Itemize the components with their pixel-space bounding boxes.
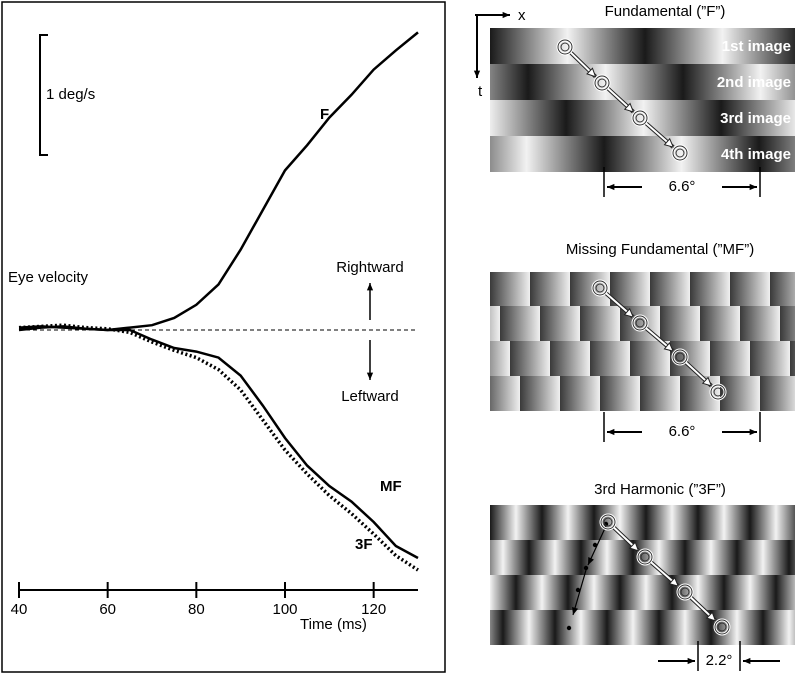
grating-row (490, 610, 795, 645)
grating-row (490, 272, 795, 307)
position-marker (635, 318, 645, 328)
panel-title: Fundamental (”F”) (605, 3, 726, 20)
chart-frame (1, 1, 446, 673)
alias-dot (566, 625, 572, 631)
x-tick-label: 80 (188, 601, 205, 618)
x-tick-label: 60 (99, 601, 116, 618)
position-marker (592, 280, 608, 296)
row-label: 3rd image (720, 110, 791, 127)
series-line (18, 325, 419, 560)
grating-row (490, 28, 795, 64)
position-marker (710, 384, 726, 400)
position-marker (640, 552, 650, 562)
motion-arrow-head (705, 611, 717, 622)
series-label: F (320, 106, 329, 123)
axis-arrow-head (502, 11, 510, 19)
position-marker (675, 148, 685, 158)
span-arrow-head (607, 183, 615, 191)
alias-dot (575, 587, 581, 593)
x-tick-label: 120 (361, 601, 386, 618)
row-label: 1st image (722, 38, 791, 55)
axis-arrow-head (473, 70, 481, 78)
row-label: 4th image (721, 146, 791, 163)
direction-arrow-head (366, 372, 374, 380)
position-marker (632, 315, 648, 331)
grating-row (490, 100, 795, 136)
grating-row (490, 575, 795, 610)
axis-x-label: x (518, 7, 526, 24)
grating-row (490, 306, 795, 341)
span-label: 6.6° (669, 178, 696, 195)
position-marker (675, 352, 685, 362)
motion-arrow-head (623, 102, 635, 113)
position-marker (603, 517, 613, 527)
alias-arrow (572, 569, 587, 616)
position-marker (560, 42, 570, 52)
row-label: 2nd image (717, 74, 791, 91)
motion-arrow-head (628, 541, 640, 552)
position-marker (557, 39, 573, 55)
position-marker (672, 349, 688, 365)
alias-arrow-head (588, 557, 594, 565)
span-label: 2.2° (706, 652, 733, 669)
position-marker (597, 78, 607, 88)
position-marker (600, 514, 616, 530)
motion-arrow-head (668, 576, 680, 587)
position-marker (714, 619, 730, 635)
position-marker (595, 283, 605, 293)
span-arrow-head (743, 657, 751, 665)
span-arrow-head (749, 428, 757, 436)
axis-t-label: t (478, 83, 483, 100)
x-tick-label: 100 (272, 601, 297, 618)
scale-bar (39, 34, 48, 156)
panel-title: Missing Fundamental (”MF”) (566, 241, 754, 258)
y-label: Eye velocity (8, 269, 89, 286)
motion-arrow-head (663, 137, 675, 148)
series-label: MF (380, 478, 402, 495)
motion-arrow-head (701, 376, 713, 387)
x-tick-label: 40 (11, 601, 28, 618)
motion-arrow-head (586, 67, 597, 78)
position-marker (717, 622, 727, 632)
grating-row (490, 540, 795, 575)
position-marker (680, 587, 690, 597)
x-label: Time (ms) (300, 616, 367, 633)
position-marker (677, 584, 693, 600)
scale-bar-label: 1 deg/s (46, 86, 95, 103)
series-label: 3F (355, 536, 373, 553)
series-line (18, 323, 419, 572)
span-label: 6.6° (669, 423, 696, 440)
panel-title: 3rd Harmonic (”3F”) (594, 481, 726, 498)
annotation: Rightward (336, 259, 404, 276)
span-arrow-head (607, 428, 615, 436)
grating-row (490, 505, 795, 540)
motion-arrow-head (663, 342, 675, 352)
position-marker (637, 549, 653, 565)
position-marker (632, 110, 648, 126)
position-marker (672, 145, 688, 161)
alias-dot (583, 565, 589, 571)
grating-row (490, 136, 795, 172)
grating-row (490, 64, 795, 100)
span-arrow-head (749, 183, 757, 191)
position-marker (635, 113, 645, 123)
grating-row (490, 341, 795, 376)
motion-arrow-head (623, 307, 635, 318)
grating-row (490, 376, 795, 411)
direction-arrow-head (366, 283, 374, 291)
position-marker (713, 387, 723, 397)
annotation: Leftward (341, 388, 399, 405)
alias-arrow-head (572, 607, 579, 615)
position-marker (594, 75, 610, 91)
span-arrow-head (687, 657, 695, 665)
